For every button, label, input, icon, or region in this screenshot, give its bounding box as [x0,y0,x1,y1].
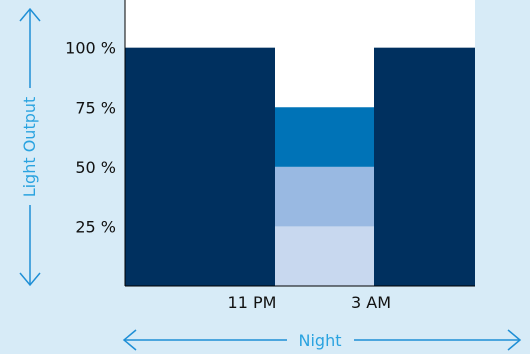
plot-area [124,0,475,287]
horizontal-arrow-icon: Night [122,329,522,351]
bar-level-25 [275,226,374,286]
y-tick-label: 100 % [65,39,116,58]
x-tick-label-11pm: 11 PM [228,293,277,312]
bar-full-output-evening [125,47,275,286]
x-tick-label-3am: 3 AM [351,293,391,312]
x-tick-labels: 11 PM 3 AM [228,293,391,312]
vertical-arrow-icon: Light Output [19,7,41,287]
bar-full-output-morning [374,47,475,286]
bar-level-75 [275,107,374,167]
y-tick-label: 75 % [75,98,116,117]
y-tick-label: 25 % [75,217,116,236]
bar-level-50 [275,166,374,227]
y-tick-labels: 100 % 75 % 50 % 25 % [65,39,116,237]
y-tick-label: 50 % [75,158,116,177]
x-axis-label: Night [299,331,342,350]
y-axis-label: Light Output [20,97,39,198]
